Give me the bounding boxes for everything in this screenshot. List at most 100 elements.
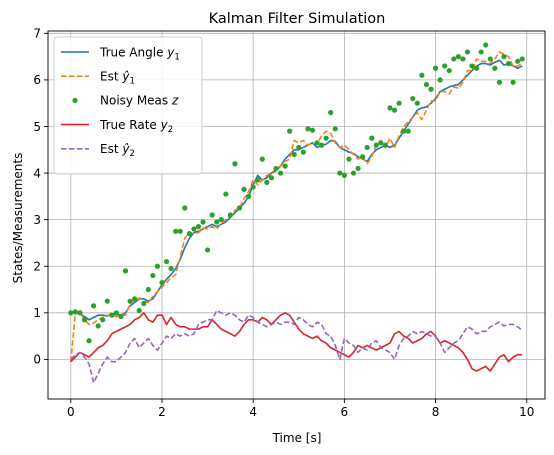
meas-point-77 — [419, 72, 425, 78]
meas-point-46 — [277, 170, 284, 176]
legend-label-sub: 2 — [129, 149, 134, 159]
meas-point-6 — [95, 323, 101, 329]
meas-point-96 — [505, 61, 512, 67]
plot-area — [68, 42, 525, 384]
legend-label-base: Est — [100, 70, 122, 84]
meas-point-97 — [510, 79, 516, 85]
meas-point-57 — [328, 109, 334, 116]
meas-point-99 — [519, 56, 525, 62]
meas-point-17 — [145, 286, 151, 293]
meas-point-47 — [282, 163, 288, 169]
meas-point-4 — [86, 338, 92, 344]
meas-point-54 — [314, 140, 320, 146]
meas-point-76 — [414, 100, 420, 106]
meas-point-36 — [232, 161, 238, 167]
meas-point-89 — [474, 65, 480, 71]
meas-point-35 — [227, 212, 233, 218]
meas-point-18 — [150, 272, 156, 279]
meas-point-5 — [91, 303, 97, 309]
x-tick-label-1: 2 — [158, 405, 166, 419]
legend-label-base: True Angle — [99, 45, 167, 59]
meas-point-20 — [159, 279, 165, 286]
meas-point-78 — [423, 81, 430, 88]
meas-point-3 — [81, 317, 88, 323]
meas-point-88 — [469, 63, 475, 69]
meas-point-81 — [437, 77, 443, 83]
legend-label-sub: 2 — [168, 125, 173, 135]
meas-point-8 — [104, 298, 110, 304]
legend-label-3: True Rate y2 — [99, 118, 173, 135]
meas-point-33 — [218, 217, 224, 223]
meas-point-45 — [273, 165, 279, 172]
meas-point-91 — [483, 42, 489, 48]
chart-title: Kalman Filter Simulation — [209, 11, 386, 27]
plot-layer — [68, 42, 525, 384]
meas-point-61 — [346, 156, 352, 162]
meas-point-2 — [77, 310, 83, 316]
meas-point-87 — [464, 49, 471, 55]
meas-point-52 — [305, 126, 311, 132]
y-tick-label-1: 1 — [33, 306, 41, 320]
axes-layer: 0 2 4 6 8 10 0 1 2 3 4 5 6 7 — [33, 27, 546, 419]
meas-point-59 — [337, 170, 343, 176]
meas-point-39 — [246, 193, 252, 199]
meas-point-98 — [515, 58, 521, 64]
legend-label-sub: 1 — [174, 52, 179, 62]
legend-label-2: Noisy Meas z — [100, 94, 179, 108]
legend-label-sub: 1 — [129, 77, 134, 87]
y-tick-label-6: 6 — [33, 73, 41, 87]
legend-label-base: True Rate — [99, 118, 161, 132]
meas-point-62 — [350, 170, 357, 176]
meas-point-69 — [382, 142, 389, 148]
legend-label-4: Est ŷ2 — [100, 142, 135, 159]
meas-point-66 — [369, 135, 375, 141]
x-tick-label-3: 6 — [341, 405, 349, 419]
meas-point-72 — [396, 100, 402, 106]
meas-point-58 — [332, 126, 338, 132]
meas-point-67 — [373, 142, 379, 148]
axes-frame — [47, 30, 546, 400]
x-axis-label: Time [s] — [272, 431, 322, 445]
meas-point-14 — [132, 296, 138, 302]
meas-point-32 — [214, 219, 220, 225]
meas-point-25 — [182, 205, 188, 211]
meas-point-53 — [309, 127, 316, 133]
meas-point-48 — [287, 128, 293, 134]
legend-label-var: z — [171, 94, 179, 108]
y-axis-label: States/Measurements — [11, 153, 25, 284]
meas-point-37 — [236, 205, 243, 211]
meas-point-56 — [323, 135, 329, 141]
legend-label-var: ŷ — [121, 142, 130, 156]
meas-point-65 — [364, 144, 370, 151]
meas-point-12 — [122, 268, 129, 274]
meas-point-9 — [109, 312, 115, 318]
legend-label-var: y — [166, 45, 175, 59]
meas-point-42 — [259, 156, 265, 162]
meas-point-79 — [428, 86, 434, 92]
meas-point-41 — [255, 177, 261, 183]
meas-point-24 — [177, 228, 183, 234]
meas-point-60 — [341, 172, 347, 179]
meas-point-23 — [173, 228, 179, 234]
meas-point-73 — [401, 128, 407, 134]
y-tick-label-5: 5 — [33, 120, 41, 134]
meas-point-95 — [501, 54, 507, 60]
y-tick-label-3: 3 — [33, 213, 41, 227]
legend-label-base: Noisy Meas — [100, 94, 172, 108]
legend-box — [53, 36, 203, 175]
meas-point-31 — [209, 212, 215, 218]
series-line-3 — [70, 312, 523, 372]
meas-point-83 — [446, 67, 452, 74]
meas-point-26 — [186, 231, 192, 237]
meas-point-10 — [113, 310, 119, 316]
meas-point-50 — [296, 144, 302, 151]
meas-point-84 — [451, 56, 457, 62]
x-tick-label-5: 10 — [519, 405, 534, 419]
legend-label-0: True Angle y1 — [99, 45, 180, 62]
meas-point-94 — [496, 79, 502, 85]
meas-point-22 — [168, 265, 174, 272]
meas-point-80 — [432, 65, 439, 71]
x-tick-label-2: 4 — [249, 405, 257, 419]
meas-point-82 — [442, 63, 448, 69]
meas-point-70 — [387, 105, 393, 111]
